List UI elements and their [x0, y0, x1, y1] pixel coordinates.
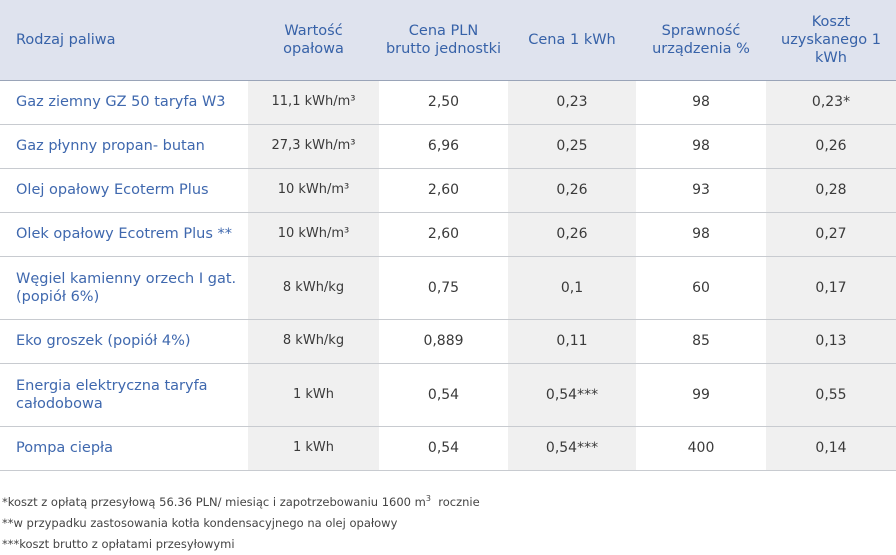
- table-row: Węgiel kamienny orzech I gat. (popiół 6%…: [0, 256, 896, 320]
- header-price-per-kwh: Cena 1 kWh: [508, 0, 636, 81]
- footnote-1-tail: rocznie: [430, 494, 480, 509]
- price-per-kwh: 0,26: [508, 212, 636, 257]
- table-body: Gaz ziemny GZ 50 taryfa W3 11,1 kWh/m³ 2…: [0, 80, 896, 471]
- cost-per-kwh: 0,27: [766, 212, 896, 257]
- cost-per-kwh: 0,17: [766, 256, 896, 320]
- calorific-value: 27,3 kWh/m³: [248, 124, 379, 169]
- fuel-name: Pompa ciepła: [0, 426, 248, 471]
- efficiency: 98: [636, 212, 766, 257]
- unit-price: 0,54: [379, 363, 508, 427]
- fuel-name: Gaz ziemny GZ 50 taryfa W3: [0, 80, 248, 125]
- table-row: Olej opałowy Ecoterm Plus 10 kWh/m³ 2,60…: [0, 168, 896, 213]
- footnote-gross-cost: ***koszt brutto z opłatami przesyłowymi: [2, 536, 235, 551]
- table-row: Energia elektryczna taryfa całodobowa 1 …: [0, 363, 896, 427]
- fuel-cost-table: Rodzaj paliwa Wartość opałowa Cena PLN b…: [0, 0, 896, 471]
- calorific-value: 11,1 kWh/m³: [248, 80, 379, 125]
- unit-price: 0,54: [379, 426, 508, 471]
- fuel-name: Węgiel kamienny orzech I gat. (popiół 6%…: [0, 256, 248, 320]
- calorific-value: 8 kWh/kg: [248, 256, 379, 320]
- unit-price: 2,50: [379, 80, 508, 125]
- calorific-value: 10 kWh/m³: [248, 212, 379, 257]
- unit-price: 6,96: [379, 124, 508, 169]
- cost-per-kwh: 0,26: [766, 124, 896, 169]
- header-row: Rodzaj paliwa Wartość opałowa Cena PLN b…: [0, 0, 896, 81]
- unit-price: 2,60: [379, 168, 508, 213]
- table-row: Gaz ziemny GZ 50 taryfa W3 11,1 kWh/m³ 2…: [0, 80, 896, 125]
- unit-price: 0,75: [379, 256, 508, 320]
- fuel-name: Energia elektryczna taryfa całodobowa: [0, 363, 248, 427]
- efficiency: 60: [636, 256, 766, 320]
- fuel-name: Eko groszek (popiół 4%): [0, 319, 248, 364]
- cost-per-kwh: 0,13: [766, 319, 896, 364]
- footnote-condensing-boiler: **w przypadku zastosowania kotła kondens…: [2, 515, 398, 530]
- table-header: Rodzaj paliwa Wartość opałowa Cena PLN b…: [0, 0, 896, 81]
- cost-per-kwh: 0,55: [766, 363, 896, 427]
- efficiency: 400: [636, 426, 766, 471]
- header-unit-price: Cena PLN brutto jednostki: [379, 0, 508, 81]
- price-per-kwh: 0,26: [508, 168, 636, 213]
- price-per-kwh: 0,54***: [508, 426, 636, 471]
- header-calorific-value: Wartość opałowa: [248, 0, 379, 81]
- efficiency: 99: [636, 363, 766, 427]
- cost-per-kwh: 0,28: [766, 168, 896, 213]
- fuel-name: Olek opałowy Ecotrem Plus **: [0, 212, 248, 257]
- calorific-value: 8 kWh/kg: [248, 319, 379, 364]
- price-per-kwh: 0,54***: [508, 363, 636, 427]
- footnote-1-text: *koszt z opłatą przesyłową 56.36 PLN/ mi…: [2, 494, 426, 509]
- efficiency: 98: [636, 80, 766, 125]
- footnote-transmission-fee: *koszt z opłatą przesyłową 56.36 PLN/ mi…: [2, 488, 882, 513]
- efficiency: 85: [636, 319, 766, 364]
- calorific-value: 1 kWh: [248, 363, 379, 427]
- header-efficiency: Sprawność urządzenia %: [636, 0, 766, 81]
- unit-price: 2,60: [379, 212, 508, 257]
- price-per-kwh: 0,23: [508, 80, 636, 125]
- calorific-value: 10 kWh/m³: [248, 168, 379, 213]
- cost-per-kwh: 0,23*: [766, 80, 896, 125]
- unit-price: 0,889: [379, 319, 508, 364]
- price-per-kwh: 0,11: [508, 319, 636, 364]
- cost-per-kwh: 0,14: [766, 426, 896, 471]
- price-per-kwh: 0,25: [508, 124, 636, 169]
- footnote-1-superscript: 3: [425, 494, 431, 503]
- footnotes: *koszt z opłatą przesyłową 56.36 PLN/ mi…: [2, 488, 882, 555]
- calorific-value: 1 kWh: [248, 426, 379, 471]
- header-cost-per-kwh: Koszt uzyskanego 1 kWh: [766, 0, 896, 81]
- price-per-kwh: 0,1: [508, 256, 636, 320]
- header-fuel-type: Rodzaj paliwa: [0, 0, 248, 81]
- fuel-name: Olej opałowy Ecoterm Plus: [0, 168, 248, 213]
- efficiency: 93: [636, 168, 766, 213]
- table-row: Gaz płynny propan- butan 27,3 kWh/m³ 6,9…: [0, 124, 896, 169]
- fuel-name: Gaz płynny propan- butan: [0, 124, 248, 169]
- efficiency: 98: [636, 124, 766, 169]
- table-row: Eko groszek (popiół 4%) 8 kWh/kg 0,889 0…: [0, 319, 896, 364]
- table-row: Olek opałowy Ecotrem Plus ** 10 kWh/m³ 2…: [0, 212, 896, 257]
- table-row: Pompa ciepła 1 kWh 0,54 0,54*** 400 0,14: [0, 426, 896, 471]
